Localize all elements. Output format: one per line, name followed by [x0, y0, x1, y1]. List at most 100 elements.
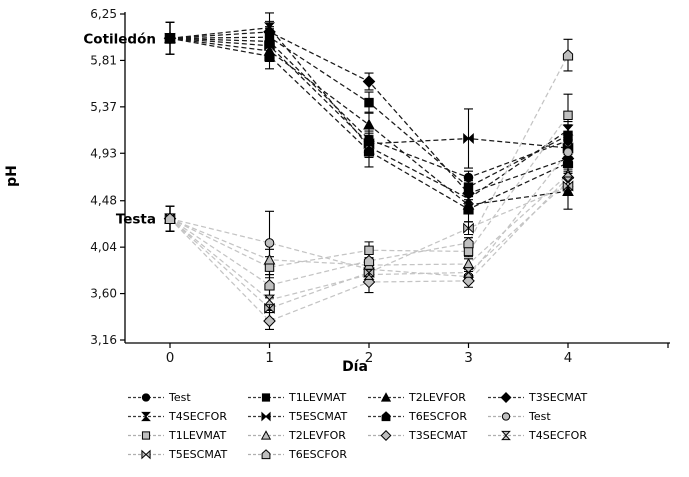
marker-Testa-T2LEVFOR [263, 253, 276, 265]
marker-Testa-T3SECMAT [362, 275, 376, 289]
annotation-Cotiledón: Cotiledón [83, 31, 156, 47]
legend-label: T3SECMAT [409, 429, 468, 442]
marker-Testa-T5ESCMAT [463, 222, 474, 234]
marker-Testa-T1LEVMAT [463, 246, 474, 257]
x-tick-label: 4 [564, 350, 573, 366]
marker-Testa-T3SECMAT [462, 274, 475, 288]
marker-Testa-T4SECFOR [363, 269, 375, 280]
series-line-Cotiledón-T5ESCMAT [169, 37, 569, 149]
marker-Testa-T6ESCFOR [164, 212, 176, 224]
legend-circle-icon [501, 412, 511, 421]
marker-Testa-T1LEVMAT [563, 110, 573, 120]
series-line-Testa-T6ESCFOR [169, 54, 569, 286]
legend-marker-hourglass-icon [128, 411, 164, 422]
marker-Cotiledón-T2LEVFOR [363, 118, 375, 130]
marker-Testa-T6ESCFOR [264, 279, 275, 291]
legend: Test T1LEVMAT T2LEVFOR T3SECMAT T4SECFOR T5ES… [128, 388, 608, 464]
legend-item-Cotiledón-Test: Test [128, 388, 248, 407]
marker-Testa-T5ESCMAT [562, 180, 574, 192]
marker-Cotiledón-T3SECMAT [362, 75, 376, 88]
legend-item-Cotiledón-T1LEVMAT: T1LEVMAT [248, 388, 368, 407]
axes [124, 12, 670, 344]
marker-Cotiledón-T1LEVMAT [364, 97, 374, 108]
series-line-Cotiledón-T4SECFOR [169, 27, 569, 200]
legend-pentagon-icon [261, 449, 271, 460]
legend-label: Test [529, 410, 551, 423]
series-line-Cotiledón-Test [169, 37, 569, 179]
legend-marker-triangle-icon [368, 392, 404, 402]
legend-item-Cotiledón-T5ESCMAT: T5ESCMAT [248, 407, 368, 426]
series-line-Testa-T5ESCMAT [169, 185, 569, 310]
y-tick-label: 3,60 [90, 287, 117, 301]
marker-Cotiledón-T1LEVMAT [463, 182, 474, 192]
x-tick-label: 2 [365, 350, 374, 366]
legend-marker-diamond-icon [368, 430, 404, 441]
marker-Testa-T1LEVMAT [364, 245, 374, 256]
legend-label: T1LEVMAT [289, 391, 347, 404]
marker-Testa-T6ESCFOR [463, 236, 474, 249]
x-tick-label: 0 [166, 350, 175, 366]
marker-Testa-T5ESCMAT [264, 302, 275, 314]
legend-label: T2LEVFOR [289, 429, 346, 442]
marker-Cotiledón-T6ESCFOR [363, 145, 375, 157]
legend-item-Cotiledón-T6ESCFOR: T6ESCFOR [368, 407, 488, 426]
y-tick-label: 4,48 [90, 194, 117, 208]
legend-label: T5ESCMAT [289, 410, 348, 423]
series-line-Testa-Test [169, 151, 569, 278]
legend-label: T3SECMAT [529, 391, 588, 404]
legend-square-icon [141, 431, 151, 440]
legend-marker-square-icon [248, 393, 284, 402]
legend-circle-icon [141, 393, 151, 402]
legend-item-Cotiledón-T4SECFOR: T4SECFOR [128, 407, 248, 426]
legend-pentagon-icon [381, 411, 391, 422]
marker-Testa-T5ESCMAT [363, 266, 375, 279]
legend-item-Testa-T4SECFOR: T4SECFOR [488, 426, 608, 445]
legend-item-Cotiledón-T3SECMAT: T3SECMAT [488, 388, 608, 407]
marker-Cotiledón-T5ESCMAT [363, 138, 375, 150]
legend-diamond-icon [380, 430, 392, 441]
legend-marker-pentagon-icon [368, 411, 404, 422]
legend-item-Testa-T5ESCMAT: T5ESCMAT [128, 445, 248, 464]
y-tick-label: 5,37 [90, 100, 117, 114]
marker-Cotiledón-T4SECFOR [562, 124, 574, 136]
marker-Testa-T4SECFOR [462, 267, 475, 278]
y-tick-label: 3,16 [90, 333, 117, 347]
legend-bowtie-icon [141, 449, 151, 460]
legend-label: T5ESCMAT [169, 448, 228, 461]
legend-item-Testa-T3SECMAT: T3SECMAT [368, 426, 488, 445]
marker-Cotiledón-T6ESCFOR [164, 32, 176, 44]
legend-marker-bowtie-icon [248, 411, 284, 422]
marker-Testa-Test [264, 238, 275, 248]
legend-marker-triangle-icon [248, 430, 284, 440]
legend-label: T4SECFOR [529, 429, 587, 442]
legend-label: T1LEVMAT [169, 429, 227, 442]
legend-triangle-icon [260, 430, 272, 440]
legend-label: T2LEVFOR [409, 391, 466, 404]
legend-label: Test [169, 391, 191, 404]
y-tick-label: 4,93 [90, 146, 117, 160]
legend-triangle-icon [380, 392, 392, 402]
marker-Cotiledón-T6ESCFOR [562, 156, 574, 169]
x-tick-label: 3 [464, 350, 473, 366]
legend-square-icon [261, 393, 271, 402]
legend-item-Testa-T6ESCFOR: T6ESCFOR [248, 445, 368, 464]
x-tick-label: 1 [265, 350, 274, 366]
legend-label: T6ESCFOR [409, 410, 467, 423]
x-axis-title: Día [342, 359, 368, 375]
series-line-Cotiledón-T6ESCFOR [169, 37, 569, 210]
marker-Cotiledón-T4SECFOR [462, 193, 475, 204]
marker-Cotiledón-T6ESCFOR [463, 203, 474, 215]
marker-Cotiledón-Test [463, 172, 474, 183]
marker-Testa-T6ESCFOR [363, 254, 375, 267]
legend-hourglass-icon [141, 411, 151, 422]
marker-Cotiledón-T6ESCFOR [264, 50, 275, 62]
legend-marker-square-icon [128, 431, 164, 440]
legend-item-Testa-Test: Test [488, 407, 608, 426]
legend-marker-circle-icon [128, 393, 164, 402]
legend-bowtie-icon [261, 411, 271, 422]
y-tick-label: 4,04 [90, 240, 117, 254]
legend-item-Testa-T2LEVFOR: T2LEVFOR [248, 426, 368, 445]
marker-Cotiledón-T4SECFOR [263, 22, 276, 34]
